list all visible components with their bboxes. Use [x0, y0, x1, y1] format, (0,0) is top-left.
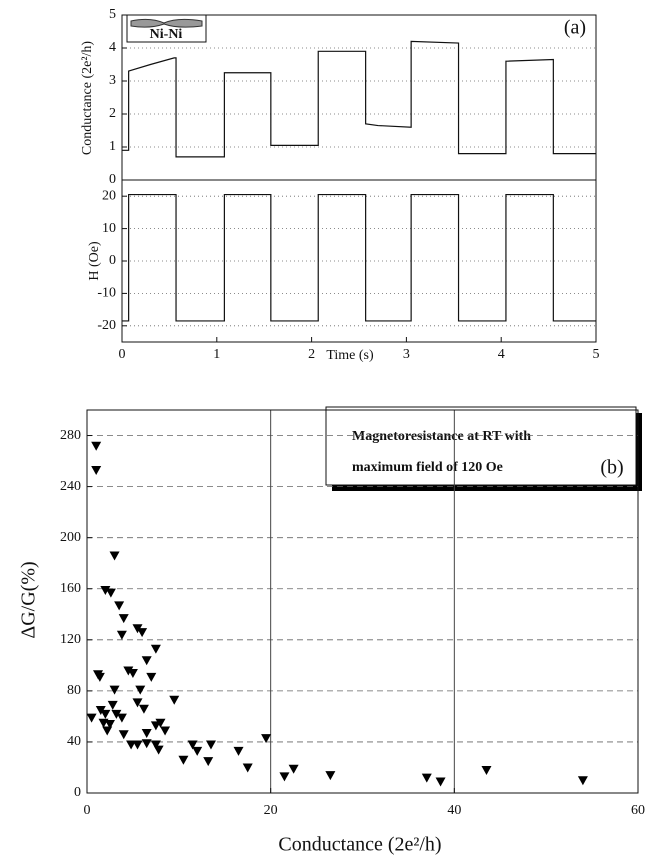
inset-label: Ni-Ni — [150, 27, 183, 42]
data-point — [109, 551, 120, 561]
y-tick-label: 0 — [109, 253, 116, 268]
data-point — [116, 713, 127, 723]
data-point — [107, 700, 118, 710]
data-point — [192, 746, 203, 756]
x-tick-label: 0 — [119, 347, 126, 362]
data-point — [127, 668, 138, 678]
x-tick-label: 20 — [264, 803, 278, 818]
x-tick-label: 4 — [498, 347, 505, 362]
y-axis-label: Conductance (2e²/h) — [80, 41, 95, 156]
x-tick-label: 40 — [447, 803, 461, 818]
annotation-line: maximum field of 120 Oe — [352, 460, 503, 475]
data-point — [242, 763, 253, 773]
data-point — [98, 718, 109, 728]
data-point — [187, 740, 198, 750]
x-tick-label: 60 — [631, 803, 645, 818]
y-tick-label: 10 — [102, 221, 116, 236]
data-point — [577, 776, 588, 786]
data-point — [141, 656, 152, 666]
data-point — [150, 740, 161, 750]
y-tick-label: 80 — [67, 683, 81, 698]
data-point — [205, 740, 216, 750]
data-point — [94, 672, 105, 682]
data-point — [116, 630, 127, 640]
data-point — [178, 755, 189, 765]
data-point — [132, 740, 143, 750]
y-tick-label: 200 — [60, 530, 81, 545]
data-point — [114, 601, 125, 611]
annotation-box — [325, 406, 637, 486]
data-point — [118, 614, 129, 624]
data-point — [102, 726, 113, 736]
data-point — [155, 718, 166, 728]
data-point — [203, 757, 214, 767]
data-point — [109, 685, 120, 695]
data-point — [104, 720, 115, 730]
y-tick-label: 240 — [60, 479, 81, 494]
data-point — [141, 728, 152, 738]
panel-label: (b) — [600, 457, 623, 479]
data-point — [100, 586, 111, 596]
y-tick-label: 160 — [60, 581, 81, 596]
data-point — [153, 745, 164, 755]
data-point — [288, 764, 299, 774]
data-point — [138, 704, 149, 714]
y-tick-label: 0 — [109, 172, 116, 187]
data-point — [111, 709, 122, 719]
data-point — [233, 746, 244, 756]
y-tick-label: 0 — [74, 785, 81, 800]
y-tick-label: 4 — [109, 40, 116, 55]
data-point — [100, 709, 111, 719]
x-axis-label: Time (s) — [326, 348, 374, 363]
x-tick-label: 3 — [403, 347, 410, 362]
data-point — [150, 644, 161, 654]
y-tick-label: 20 — [102, 188, 116, 203]
y-tick-label: 5 — [109, 7, 116, 22]
data-point — [91, 466, 102, 476]
x-tick-label: 2 — [308, 347, 315, 362]
data-point — [421, 773, 432, 783]
x-axis-label: Conductance (2e²/h) — [278, 834, 441, 856]
data-line — [122, 193, 596, 322]
y-tick-label: 2 — [109, 106, 116, 121]
x-tick-label: 5 — [593, 347, 600, 362]
data-point — [325, 771, 336, 781]
data-point — [261, 734, 272, 744]
plot-frame — [121, 179, 597, 343]
data-point — [481, 766, 492, 776]
data-point — [435, 777, 446, 787]
plot-frame — [86, 409, 639, 794]
data-point — [86, 713, 97, 723]
data-point — [160, 726, 171, 736]
y-tick-label: -10 — [97, 286, 116, 301]
panel-label: (a) — [564, 17, 586, 39]
data-point — [169, 695, 180, 705]
x-tick-label: 1 — [213, 347, 220, 362]
data-point — [105, 588, 116, 598]
data-point — [132, 698, 143, 708]
y-axis-label: ΔG/G(%) — [18, 561, 40, 638]
y-tick-label: 120 — [60, 632, 81, 647]
data-point — [146, 672, 157, 682]
data-line — [122, 40, 596, 158]
y-tick-label: -20 — [97, 318, 116, 333]
y-axis-label: H (Oe) — [87, 241, 102, 281]
data-point — [135, 685, 146, 695]
y-tick-label: 1 — [109, 139, 116, 154]
data-point — [279, 772, 290, 782]
x-tick-label: 0 — [84, 803, 91, 818]
y-tick-label: 280 — [60, 428, 81, 443]
y-tick-label: 40 — [67, 734, 81, 749]
data-point — [126, 740, 137, 750]
data-point — [141, 739, 152, 749]
annotation-line: Magnetoresistance at RT with — [352, 429, 531, 444]
data-point — [137, 628, 148, 638]
data-point — [91, 441, 102, 451]
data-point — [123, 666, 134, 676]
data-point — [118, 730, 129, 740]
y-tick-label: 3 — [109, 73, 116, 88]
wire-icon — [130, 18, 203, 28]
